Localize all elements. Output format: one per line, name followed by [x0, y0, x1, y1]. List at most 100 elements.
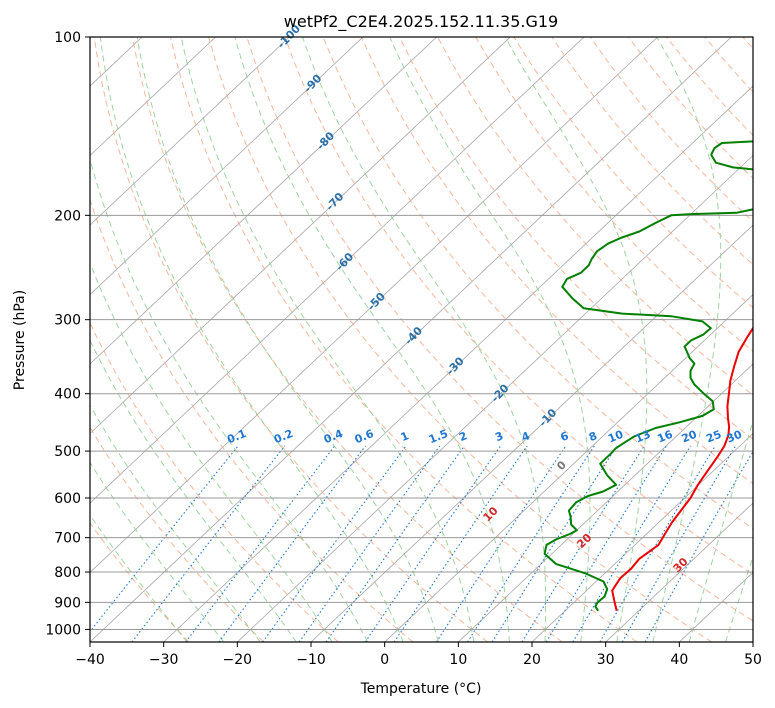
dry-adiabat-line: [208, 37, 712, 642]
moist-adiabat-line: [90, 404, 261, 642]
moist-adiabat-line: [234, 37, 510, 642]
isotherm-line: [90, 37, 732, 642]
moist-adiabat-line: [180, 37, 475, 642]
dry-adiabat-line: [284, 37, 753, 576]
chart-title: wetPf2_C2E4.2025.152.11.35.G19: [284, 12, 558, 32]
moist-adiabat-line: [136, 37, 439, 642]
moist-adiabat-line: [90, 514, 188, 642]
moist-adiabat-line: [90, 461, 225, 642]
mixing-ratio-line: [325, 445, 465, 642]
sounding-profiles: [543, 140, 753, 612]
x-tick-label: 30: [597, 652, 615, 668]
y-tick-label: 400: [54, 387, 81, 403]
dewpoint-profile-line: [543, 140, 753, 612]
y-tick-label: 200: [54, 208, 81, 224]
mixing-ratio-label: 25: [704, 428, 723, 446]
mixing-ratio-label: 8: [587, 429, 599, 444]
isotherm-line: [458, 363, 753, 642]
moist-adiabat-line: [688, 419, 753, 642]
mixing-ratio-label: 1: [399, 429, 411, 444]
mixing-ratio-line: [521, 445, 645, 642]
y-tick-label: 600: [54, 491, 81, 507]
dry-adiabat-line: [90, 426, 264, 642]
x-tick-label: 20: [523, 652, 541, 668]
isotherm-line: [163, 85, 753, 642]
x-axis-title: Temperature (°C): [360, 681, 482, 697]
dry-adiabat-line: [90, 198, 414, 642]
dry-adiabat-line: [170, 37, 638, 642]
y-tick-label: 1000: [45, 622, 81, 638]
isotherm-line: [90, 37, 437, 365]
mixing-ratio-line: [218, 445, 366, 642]
moist-adiabat-line: [389, 37, 591, 642]
mixing-ratio-label: 13: [633, 428, 652, 446]
dry-adiabat-line: [93, 37, 488, 642]
moist-adiabat-line: [302, 37, 547, 642]
isotherm-line: [531, 432, 753, 642]
dry-adiabat-line: [360, 37, 753, 485]
mixing-ratio-line: [435, 445, 567, 642]
temperature-profile-line: [611, 326, 753, 612]
isotherm-line: [90, 37, 364, 296]
isotherm-line: [384, 293, 753, 642]
y-tick-label: 100: [54, 30, 81, 46]
x-tick-label: −20: [223, 652, 253, 668]
moist-adiabat-line: [90, 339, 297, 642]
isotherm-line: [90, 37, 216, 157]
mixing-ratio-line: [90, 445, 239, 633]
mixing-ratio-label: 2: [457, 429, 469, 444]
moist-adiabat-line: [90, 261, 333, 642]
y-tick-label: 900: [54, 595, 81, 611]
x-axis: −40 −30 −20 −10 0 10 20 30 40 50: [75, 642, 762, 668]
moist-adiabat-line: [725, 555, 753, 642]
mixing-ratio-line: [364, 445, 502, 642]
mixing-ratio-line: [644, 450, 753, 642]
background-lines: [90, 37, 753, 642]
dry-adiabat-line: [437, 37, 753, 396]
moist-adiabat-line: [90, 157, 369, 642]
moist-adiabat-line: [99, 37, 404, 642]
x-tick-label: −40: [75, 652, 105, 668]
mixing-ratio-line: [572, 445, 691, 642]
isotherm-line: [90, 37, 658, 574]
isotherm-line: [90, 37, 585, 504]
isotherm-line: [90, 37, 511, 435]
mixing-ratio-line: [298, 445, 441, 642]
dry-adiabat-line: [246, 37, 753, 622]
y-axis: 100 200 300 400 500 600 700 800 900 1000: [45, 30, 90, 638]
mixing-ratio-label: 3: [493, 429, 505, 444]
dry-adiabat-line: [513, 37, 753, 309]
mixing-ratio-line: [491, 445, 618, 642]
dry-adiabat-line: [90, 321, 339, 642]
mixing-ratio-label: 30: [725, 428, 744, 446]
x-tick-label: −10: [296, 652, 326, 668]
y-tick-label: 800: [54, 565, 81, 581]
y-tick-label: 300: [54, 313, 81, 329]
mixing-ratio-line: [131, 445, 286, 642]
mixing-ratio-line: [599, 445, 716, 642]
moist-adiabat-line: [652, 37, 722, 642]
x-tick-label: 10: [449, 652, 467, 668]
x-tick-label: 50: [744, 652, 762, 668]
y-tick-label: 700: [54, 531, 81, 547]
x-tick-label: 0: [380, 652, 389, 668]
y-axis-title: Pressure (hPa): [12, 290, 28, 390]
mixing-ratio-label: 10: [606, 428, 625, 446]
isotherm-line: [90, 37, 290, 226]
y-tick-label: 500: [54, 444, 81, 460]
x-tick-label: 40: [670, 652, 688, 668]
mixing-ratio-line: [467, 445, 595, 642]
isotherm-line: [237, 154, 753, 642]
mixing-ratio-label: 20: [680, 428, 699, 446]
mixing-ratio-line: [393, 445, 528, 642]
isobar-grid: [90, 37, 753, 630]
isotherm-line: [605, 502, 753, 642]
mixing-ratio-label: 16: [655, 428, 674, 446]
isotherm-line: [310, 224, 753, 642]
plot-frame: [89, 36, 754, 643]
x-tick-label: −30: [149, 652, 179, 668]
dry-adiabat-line: [322, 37, 753, 530]
mixing-ratio-line: [545, 445, 667, 642]
